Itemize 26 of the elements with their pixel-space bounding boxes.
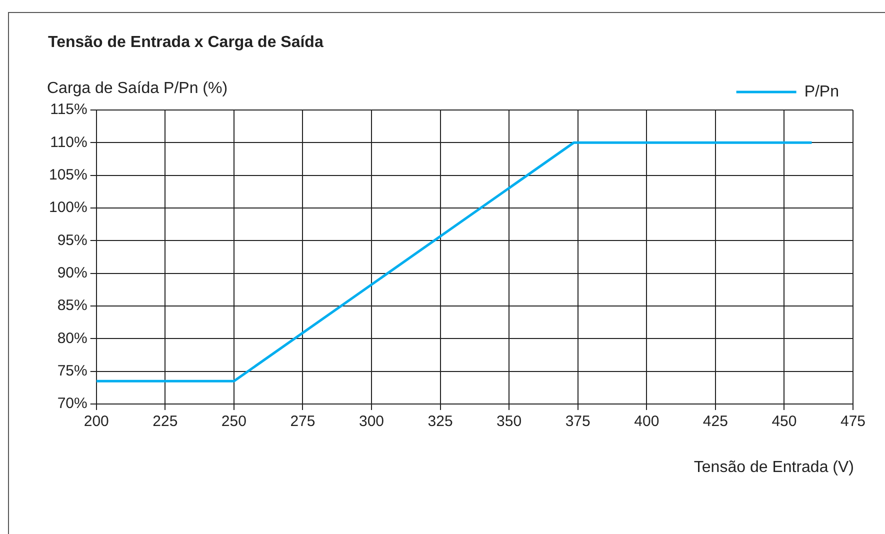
x-tick-label: 225 — [152, 413, 178, 430]
x-tick-label: 325 — [428, 413, 453, 430]
y-tick-label: 80% — [57, 330, 88, 347]
legend-label: P/Pn — [804, 83, 839, 100]
x-tick-label: 300 — [358, 413, 384, 430]
y-tick-label: 100% — [48, 199, 88, 216]
y-tick-label: 90% — [57, 264, 88, 282]
x-tick-label: 475 — [840, 413, 866, 430]
x-axis-title: Tensão de Entrada (V) — [694, 459, 854, 477]
x-tick-label: 450 — [772, 413, 797, 430]
y-tick-label: 110% — [50, 134, 88, 151]
y-tick-label: 115% — [50, 101, 88, 118]
x-tick-label: 200 — [84, 413, 109, 430]
y-tick-label: 105% — [48, 166, 88, 184]
x-tick-label: 400 — [634, 413, 660, 430]
y-tick-label: 95% — [57, 232, 88, 249]
x-tick-label: 375 — [565, 413, 590, 430]
x-tick-label: 275 — [290, 413, 316, 430]
x-tick-label: 425 — [702, 413, 728, 430]
x-tick-label: 350 — [496, 413, 522, 430]
y-tick-label: 75% — [57, 362, 88, 380]
y-tick-label: 70% — [57, 395, 88, 412]
y-axis-title: Carga de Saída P/Pn (%) — [47, 80, 228, 98]
y-tick-label: 85% — [57, 297, 88, 314]
chart-title: Tensão de Entrada x Carga de Saída — [48, 34, 324, 52]
x-tick-label: 250 — [221, 413, 246, 430]
